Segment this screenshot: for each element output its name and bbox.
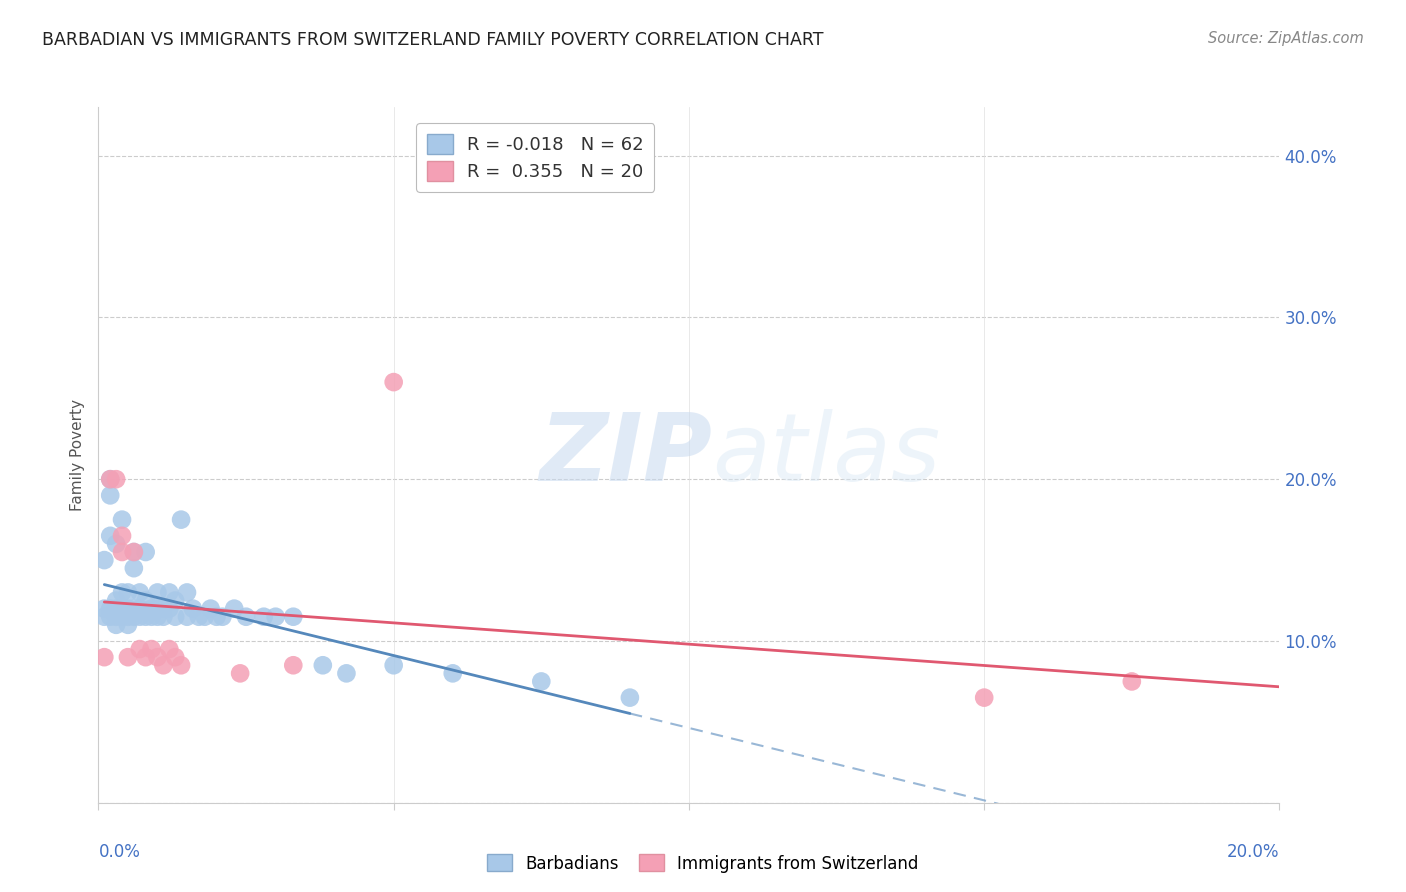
Point (194, 609, 217, 624)
Point (105, 537, 128, 551)
Point (98, 472, 121, 486)
Point (441, 666, 464, 681)
Point (335, 666, 357, 681)
Point (98, 529, 121, 543)
Text: Source: ZipAtlas.com: Source: ZipAtlas.com (1208, 31, 1364, 46)
Point (157, 642, 180, 657)
Point (122, 609, 145, 624)
Point (176, 585, 198, 599)
Point (152, 609, 174, 624)
Point (187, 609, 209, 624)
Point (111, 609, 134, 624)
Point (157, 585, 180, 599)
Point (152, 658, 174, 673)
Point (135, 650, 157, 665)
Point (98, 609, 121, 624)
Point (105, 617, 128, 632)
Point (105, 601, 128, 615)
Point (382, 375, 405, 389)
Point (128, 585, 150, 599)
Point (111, 513, 134, 527)
Point (122, 601, 145, 615)
Legend: Barbadians, Immigrants from Switzerland: Barbadians, Immigrants from Switzerland (481, 847, 925, 880)
Point (200, 601, 222, 615)
Point (105, 609, 128, 624)
Point (128, 609, 150, 624)
Point (283, 609, 305, 624)
Point (128, 642, 150, 657)
Point (111, 585, 134, 599)
Legend: R = -0.018   N = 62, R =  0.355   N = 20: R = -0.018 N = 62, R = 0.355 N = 20 (416, 123, 654, 192)
Point (165, 650, 187, 665)
Point (264, 609, 287, 624)
Point (135, 545, 157, 559)
Point (176, 609, 198, 624)
Point (117, 601, 139, 615)
Point (117, 585, 139, 599)
Point (93, 609, 115, 624)
Point (146, 585, 169, 599)
Point (146, 650, 169, 665)
Point (973, 690, 995, 705)
Point (128, 601, 150, 615)
Point (283, 658, 305, 673)
Point (117, 609, 139, 624)
Text: 0.0%: 0.0% (98, 843, 141, 861)
Point (170, 658, 193, 673)
Point (93, 553, 115, 567)
Point (165, 593, 187, 607)
Point (111, 529, 134, 543)
Point (382, 658, 405, 673)
Point (205, 609, 228, 624)
Point (135, 593, 157, 607)
Point (141, 609, 163, 624)
Point (117, 617, 139, 632)
Point (141, 601, 163, 615)
Point (157, 601, 180, 615)
Point (146, 601, 169, 615)
Point (111, 545, 134, 559)
Point (170, 513, 193, 527)
Point (530, 674, 553, 689)
Point (235, 609, 257, 624)
Point (111, 601, 134, 615)
Point (122, 545, 145, 559)
Point (117, 650, 139, 665)
Point (165, 609, 187, 624)
Point (98, 488, 121, 502)
Point (312, 658, 335, 673)
Text: ZIP: ZIP (540, 409, 713, 501)
Text: 20.0%: 20.0% (1227, 843, 1279, 861)
Point (98, 601, 121, 615)
Point (98, 472, 121, 486)
Point (224, 601, 246, 615)
Point (152, 601, 174, 615)
Y-axis label: Family Poverty: Family Poverty (70, 399, 86, 511)
Text: atlas: atlas (713, 409, 941, 500)
Point (141, 642, 163, 657)
Text: BARBADIAN VS IMMIGRANTS FROM SWITZERLAND FAMILY POVERTY CORRELATION CHART: BARBADIAN VS IMMIGRANTS FROM SWITZERLAND… (42, 31, 824, 49)
Point (253, 609, 276, 624)
Point (181, 601, 204, 615)
Point (211, 609, 233, 624)
Point (122, 545, 145, 559)
Point (93, 650, 115, 665)
Point (105, 593, 128, 607)
Point (229, 666, 252, 681)
Point (105, 472, 128, 486)
Point (619, 690, 641, 705)
Point (135, 609, 157, 624)
Point (146, 609, 169, 624)
Point (93, 601, 115, 615)
Point (122, 561, 145, 575)
Point (1121, 674, 1143, 689)
